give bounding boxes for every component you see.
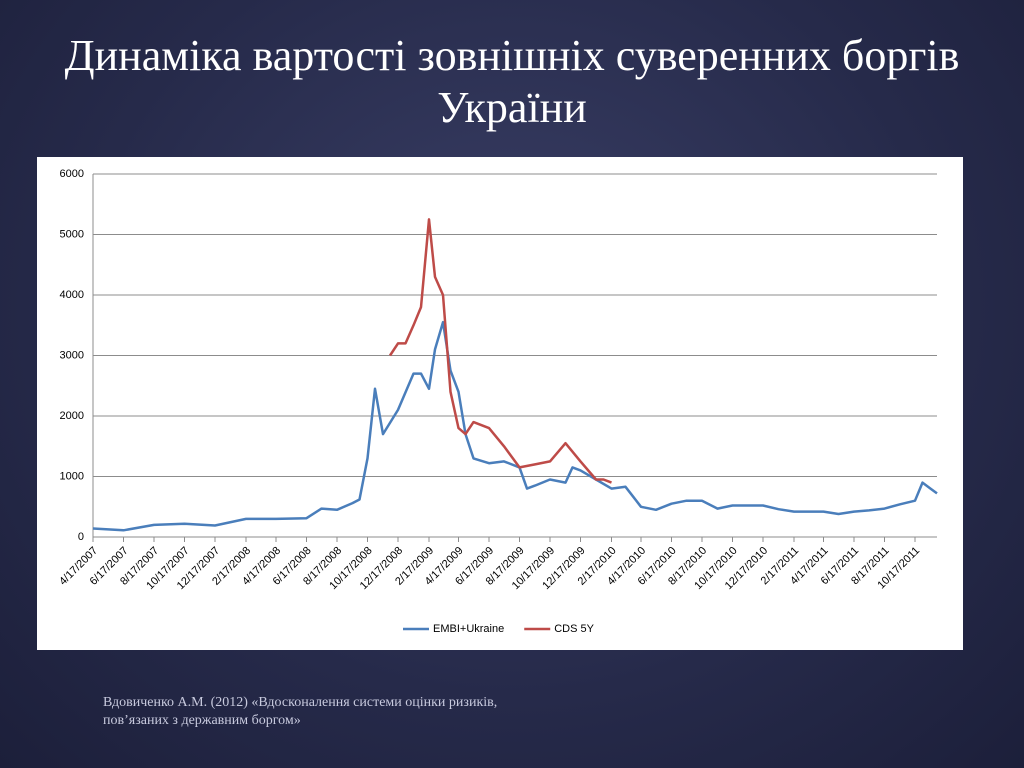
y-tick-label: 0 — [78, 531, 84, 543]
caption: Вдовиченко А.М. (2012) «Вдосконалення си… — [103, 694, 497, 730]
chart-area — [37, 157, 963, 650]
line-series — [92, 320, 938, 532]
y-tick-label: 5000 — [60, 228, 84, 240]
line-series — [388, 218, 612, 484]
y-tick-label: 3000 — [60, 349, 84, 361]
caption-line: пов’язаних з державним боргом» — [103, 713, 301, 728]
y-tick-label: 2000 — [60, 410, 84, 422]
caption-line: Вдовиченко А.М. (2012) «Вдосконалення си… — [103, 695, 498, 710]
y-tick-label: 6000 — [60, 168, 84, 180]
slide-title: Динаміка вартості зовнішніх суверенних б… — [64, 31, 960, 132]
legend-label: EMBI+Ukraine — [433, 623, 504, 635]
y-tick-label: 4000 — [60, 289, 84, 301]
legend-label: CDS 5Y — [554, 623, 594, 635]
y-tick-label: 1000 — [60, 470, 84, 482]
